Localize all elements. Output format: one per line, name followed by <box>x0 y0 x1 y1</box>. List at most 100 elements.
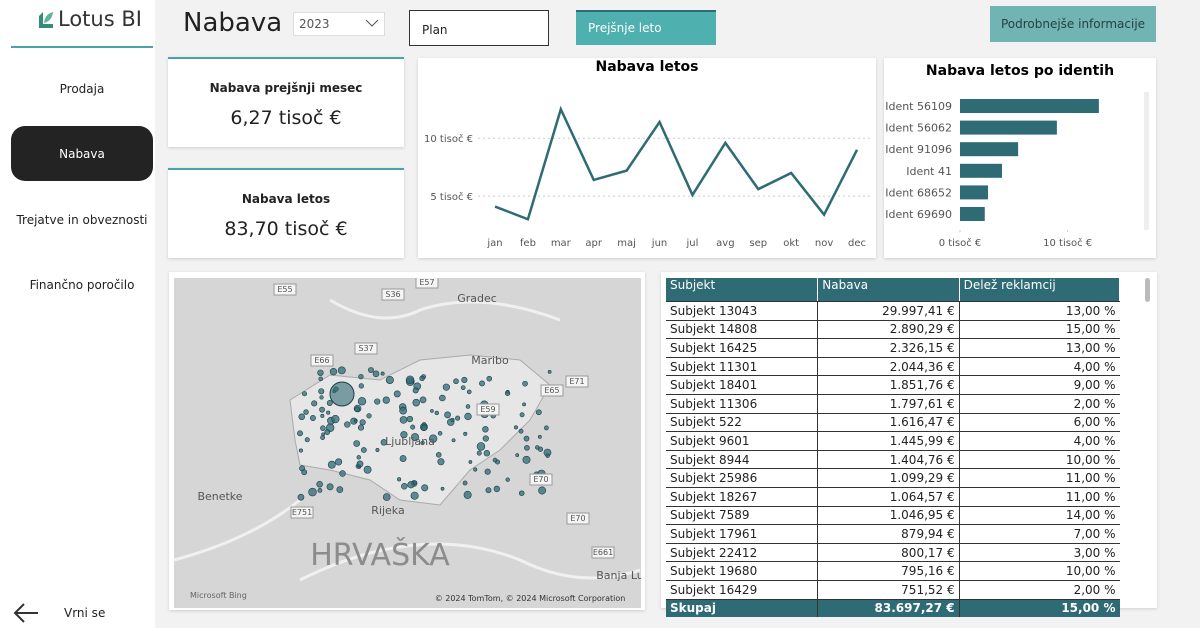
map-bubble <box>483 450 491 457</box>
map-bubble <box>320 413 325 418</box>
map-bubble <box>320 425 326 431</box>
map-bubble <box>437 431 443 436</box>
year-dropdown[interactable]: 2023 <box>293 12 385 36</box>
map-bubble <box>412 387 419 394</box>
map-bubble <box>397 477 402 482</box>
nav-item-active[interactable]: Nabava <box>11 126 153 181</box>
table-row: Subjekt 14808 2.890,29 €15,00 % <box>666 320 1120 340</box>
map-bubble <box>337 366 346 375</box>
kpi-card: Nabava prejšnji mesec 6,27 tisoč € <box>168 57 404 147</box>
map-bubble <box>412 398 420 407</box>
nav-item[interactable]: Prodaja <box>59 81 105 96</box>
table-row: Subjekt 19680 795,16 €10,00 % <box>666 561 1120 581</box>
road-label: E70 <box>570 514 585 523</box>
x-tick-label: jun <box>651 238 667 249</box>
plan-input[interactable]: Plan <box>409 10 549 46</box>
map-bubble <box>430 409 434 413</box>
map-bubble <box>393 390 401 398</box>
details-button[interactable]: Podrobnejše informacije <box>990 6 1156 42</box>
map-bubble <box>468 460 473 464</box>
table-cell: 6,00 % <box>958 413 1120 433</box>
dropdown-chevron <box>365 19 379 27</box>
map-bubble <box>335 458 343 466</box>
table-cell: 13,00 % <box>958 338 1120 358</box>
map-bubble <box>419 396 427 404</box>
map-bubble <box>486 375 493 382</box>
road-label: E661 <box>593 548 613 557</box>
map-bubble <box>460 385 466 391</box>
map-bubble <box>380 371 385 376</box>
map-bubble <box>493 485 500 493</box>
road-label: E71 <box>569 377 584 386</box>
map-bubble <box>547 369 552 374</box>
map-bubble <box>513 425 518 430</box>
x-tick-label: 10 tisoč € <box>1043 237 1092 249</box>
map-bubble <box>319 406 325 413</box>
table-cell: 14,00 % <box>958 506 1120 526</box>
page-title: Nabava <box>183 8 283 38</box>
map: E55 S36 E57 Gradec E66 S37 Maribo E71 E65 E59 Ljub… <box>174 278 643 608</box>
table-cell: 13,00 % <box>958 301 1120 321</box>
map-bubble <box>464 412 472 421</box>
map-bubble <box>428 434 438 443</box>
map-bubble <box>399 406 407 415</box>
back-link[interactable]: Vrni se <box>64 606 106 620</box>
x-tick-label: avg <box>716 238 734 249</box>
map-bubble <box>463 490 472 499</box>
map-bubble <box>522 402 526 407</box>
map-bubble <box>329 367 338 376</box>
nav-item[interactable]: Trejatve in obveznosti <box>16 212 148 227</box>
back-arrow[interactable] <box>12 602 40 624</box>
y-tick-label: Ident 69690 <box>885 208 952 221</box>
map-bubble <box>420 440 425 445</box>
road-shield <box>310 354 334 367</box>
map-bubble <box>308 487 317 497</box>
map-bubble <box>319 395 324 400</box>
table-cell: 795,16 € <box>817 561 960 581</box>
map-bubble <box>435 452 442 458</box>
table-cell: Subjekt 11306 <box>666 394 818 414</box>
place-label: Ljubljana <box>385 435 435 448</box>
map-bubble <box>485 487 492 494</box>
map-region <box>289 354 551 506</box>
previous-year-button[interactable]: Prejšnje leto <box>576 10 716 45</box>
map-bubble <box>399 416 408 424</box>
table-cell: 3,00 % <box>958 543 1120 563</box>
kpi-title: Nabava prejšnji mesec <box>209 81 363 95</box>
y-tick-label: 10 tisoč € <box>424 133 473 145</box>
table-cell: 2.044,36 € <box>817 357 960 377</box>
total-row: Skupaj 83.697,27 €15,00 % <box>666 599 1120 618</box>
map-bubble <box>476 442 486 451</box>
road-shield <box>381 288 405 301</box>
x-tick-label: sep <box>749 238 767 249</box>
kpi-title: Nabava letos <box>241 192 331 206</box>
table-cell: 879,94 € <box>817 524 960 544</box>
bar <box>960 142 1019 157</box>
map-bubble <box>356 455 361 460</box>
road-label: E59 <box>480 405 495 414</box>
map-bubble <box>482 426 489 433</box>
road-shield <box>529 473 553 486</box>
x-tick-label: okt <box>783 238 799 249</box>
map-bubble <box>522 455 531 464</box>
nav-item[interactable]: Finančno poročilo <box>29 277 135 292</box>
road-shield <box>290 506 314 519</box>
place-label: Banja Lu <box>596 569 643 582</box>
table-cell: Subjekt 25986 <box>666 468 818 488</box>
map-bubble <box>309 415 316 421</box>
table-row: Subjekt 13043 29.997,41 €13,00 % <box>666 301 1120 321</box>
road-shield <box>476 403 500 416</box>
map-bubble <box>339 470 346 477</box>
table-cell: 1.046,95 € <box>817 506 960 526</box>
road-label: E70 <box>533 475 548 484</box>
road-label: E751 <box>292 508 312 517</box>
line-series <box>494 105 859 221</box>
map-logo: Microsoft Bing <box>190 591 247 600</box>
place-label: Gradec <box>457 292 497 305</box>
map-bubble <box>518 428 524 434</box>
table-row: Subjekt 11306 1.797,61 €2,00 % <box>666 394 1120 414</box>
map-bubble <box>375 448 380 452</box>
map-bubble <box>410 424 416 430</box>
